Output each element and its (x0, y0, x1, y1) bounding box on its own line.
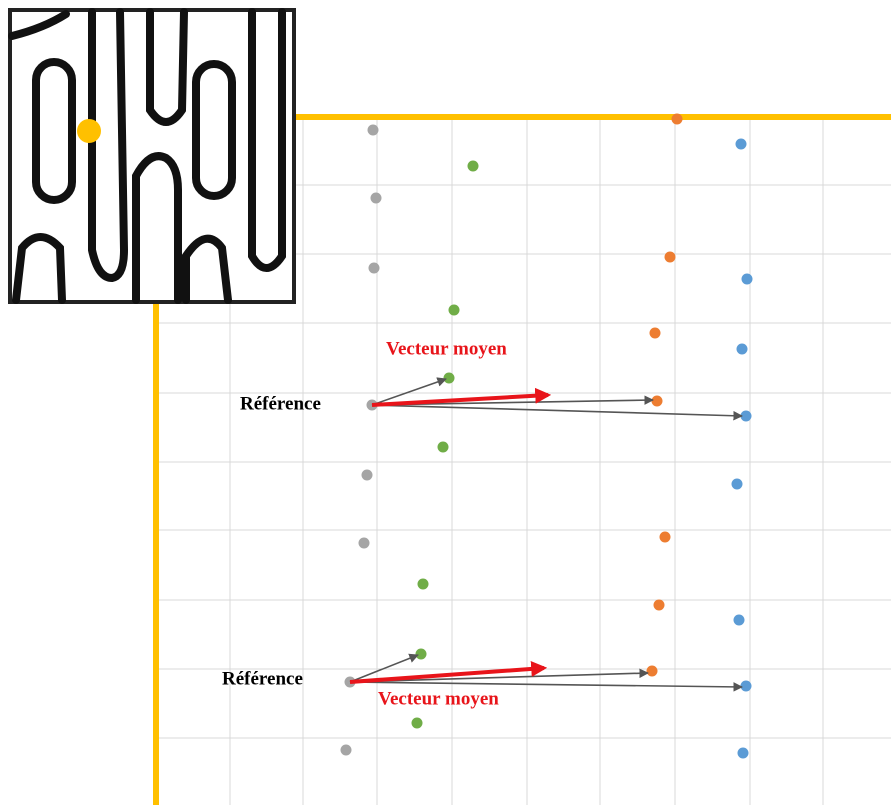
point (659, 531, 671, 543)
point (411, 717, 423, 729)
point (415, 648, 427, 660)
reference-label: Référence (222, 668, 303, 689)
point (735, 138, 747, 150)
point (443, 372, 455, 384)
point (367, 124, 379, 136)
point (340, 744, 352, 756)
point (361, 469, 373, 481)
point (417, 578, 429, 590)
point (653, 599, 665, 611)
mean-arrows (349, 387, 552, 684)
reference-label: Référence (240, 393, 321, 414)
point (731, 478, 743, 490)
point (733, 614, 745, 626)
point (664, 251, 676, 263)
point (358, 537, 370, 549)
mean-vector-label: Vecteur moyen (386, 338, 507, 359)
mean-vector-label: Vecteur moyen (378, 688, 499, 709)
point (368, 262, 380, 274)
point (448, 304, 460, 316)
point (437, 441, 449, 453)
point (740, 410, 752, 422)
inset (8, 8, 296, 304)
point (671, 113, 683, 125)
point (370, 192, 382, 204)
point (646, 665, 658, 677)
point (651, 395, 663, 407)
point (740, 680, 752, 692)
arrows (349, 377, 743, 692)
point (649, 327, 661, 339)
point (741, 273, 753, 285)
point (736, 343, 748, 355)
point (737, 747, 749, 759)
point (467, 160, 479, 172)
